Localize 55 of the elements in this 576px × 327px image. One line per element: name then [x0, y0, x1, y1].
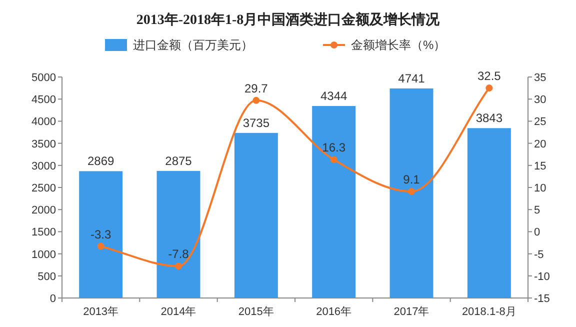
data-label: 32.5	[477, 69, 502, 84]
y-tick-label: 4500	[32, 94, 56, 106]
data-label: 4344	[320, 88, 348, 103]
y2-tick-label: 15	[534, 160, 546, 172]
legend-label: 进口金额（百万美元）	[133, 38, 253, 52]
y-tick-label: 2000	[32, 204, 56, 217]
point	[252, 96, 260, 104]
y2-tick-label: 0	[534, 226, 540, 239]
data-label: 16.3	[322, 140, 346, 155]
y2-tick-label: 10	[534, 182, 546, 194]
point	[408, 188, 415, 195]
y-tick-label: 5000	[32, 72, 56, 84]
y-tick-label: 3500	[32, 138, 56, 150]
bar	[79, 171, 123, 298]
y2-tick-label: 30	[534, 94, 546, 106]
y2-tick-label: -5	[534, 248, 544, 261]
x-tick-label: 2015年	[238, 306, 274, 318]
x-tick-label: 2014年	[160, 306, 196, 318]
y-tick-label: 0	[50, 293, 56, 305]
data-label: 3735	[242, 116, 270, 130]
bar	[234, 132, 278, 298]
y2-tick-label: 5	[534, 204, 540, 217]
data-label: 29.7	[244, 81, 268, 96]
point	[175, 262, 182, 270]
data-label: -7.8	[168, 247, 190, 262]
y-tick-label: 1500	[32, 226, 56, 239]
y-tick-label: 2500	[32, 182, 56, 194]
x-tick-label: 2017年	[394, 306, 430, 318]
data-label: 3843	[476, 111, 503, 126]
point	[330, 156, 338, 164]
point	[97, 242, 104, 250]
chart-title: 2013年-2018年1-8月中国酒类进口金额及增长情况	[136, 11, 441, 28]
data-label: 2869	[87, 154, 115, 168]
bar	[390, 88, 434, 298]
bar	[312, 106, 356, 298]
x-tick-label: 2013年	[83, 306, 119, 318]
y-tick-label: 500	[38, 270, 56, 283]
data-label: 4741	[398, 71, 426, 86]
x-tick-label: 2016年	[316, 306, 352, 318]
y2-tick-label: 25	[534, 116, 546, 128]
bar	[156, 170, 200, 298]
x-tick-label: 2018.1-8月	[462, 306, 516, 318]
y2-tick-label: -15	[534, 293, 550, 305]
y2-tick-label: 20	[534, 138, 546, 150]
y-tick-label: 4000	[32, 116, 56, 128]
legend-label: 金额增长率（%）	[351, 38, 446, 52]
data-label: -3.3	[90, 227, 112, 242]
y-tick-label: 3000	[32, 160, 56, 172]
data-label: 9.1	[403, 172, 420, 186]
y-tick-label: 1000	[32, 248, 56, 261]
data-label: 2875	[165, 154, 192, 168]
y2-tick-label: 35	[534, 72, 546, 84]
point	[486, 84, 493, 92]
bar	[467, 128, 511, 298]
y2-tick-label: -10	[534, 270, 550, 283]
